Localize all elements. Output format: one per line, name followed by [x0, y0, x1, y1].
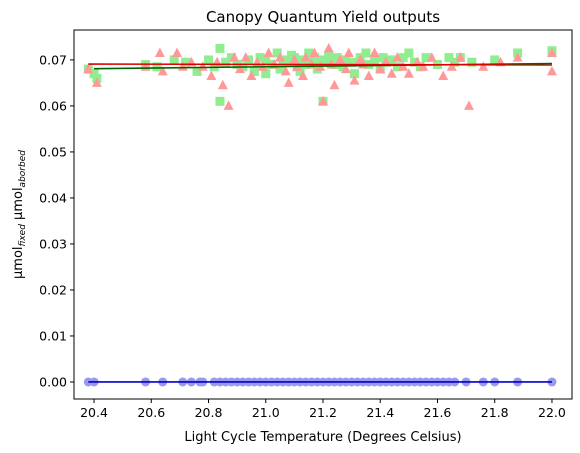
data-point-triangle [324, 43, 334, 53]
y-tick-label: 0.06 [39, 98, 67, 113]
y-tick-label: 0.05 [39, 144, 67, 159]
y-axis-title-unit-2: µmol [11, 187, 26, 224]
trendline-layer [88, 64, 552, 382]
data-point-triangle [478, 61, 488, 71]
y-tick-label: 0.03 [39, 236, 67, 251]
y-tick-label: 0.01 [39, 328, 67, 343]
y-tick-label: 0.07 [39, 52, 67, 67]
data-point-triangle [344, 48, 354, 58]
y-axis: 0.00 0.01 0.02 0.03 0.04 0.05 0.06 0.07 [39, 52, 74, 389]
series-layer [83, 43, 557, 387]
data-point-triangle [284, 77, 294, 87]
y-tick-label: 0.02 [39, 282, 67, 297]
data-point-triangle [218, 80, 228, 90]
x-tick-label: 20.8 [195, 405, 223, 420]
x-tick-label: 20.6 [137, 405, 165, 420]
chart-title: Canopy Quantum Yield outputs [206, 8, 440, 26]
y-axis-title-sub-1: fixed [18, 224, 28, 247]
plot-area [83, 43, 557, 387]
x-tick-label: 21.6 [424, 405, 452, 420]
data-point-triangle [329, 80, 339, 90]
data-point-triangle [438, 71, 448, 81]
data-point-triangle [206, 71, 216, 81]
data-point-triangle [224, 100, 234, 110]
data-point-triangle [172, 48, 182, 58]
x-tick-label: 20.4 [80, 405, 108, 420]
plot-frame [74, 30, 572, 399]
data-point-triangle [464, 100, 474, 110]
x-tick-label: 21.4 [366, 405, 394, 420]
x-tick-label: 21.0 [252, 405, 280, 420]
y-tick-label: 0.04 [39, 190, 67, 205]
x-axis-title: Light Cycle Temperature (Degrees Celsius… [184, 430, 461, 445]
y-axis-title-sub-2: aborbed [18, 150, 28, 188]
data-point-triangle [364, 71, 374, 81]
x-tick-label: 21.8 [481, 405, 509, 420]
x-axis: 20.4 20.6 20.8 21.0 21.2 21.4 21.6 21.8 22.0 [80, 399, 566, 420]
data-point-square [215, 97, 224, 106]
trendline [88, 64, 552, 65]
data-point-square [361, 49, 370, 58]
data-point-triangle [155, 48, 165, 58]
data-point-triangle [547, 66, 557, 76]
data-point-square [404, 49, 413, 58]
data-point-triangle [370, 48, 380, 58]
series-square [84, 44, 557, 106]
data-point-square [215, 44, 224, 53]
y-tick-label: 0.00 [39, 374, 67, 389]
x-tick-label: 21.2 [309, 405, 337, 420]
y-axis-title: µmolfixed µmolaborbed [11, 150, 28, 279]
y-axis-title-unit-1: µmol [11, 246, 26, 279]
data-point-triangle [264, 48, 274, 58]
x-tick-label: 22.0 [538, 405, 566, 420]
